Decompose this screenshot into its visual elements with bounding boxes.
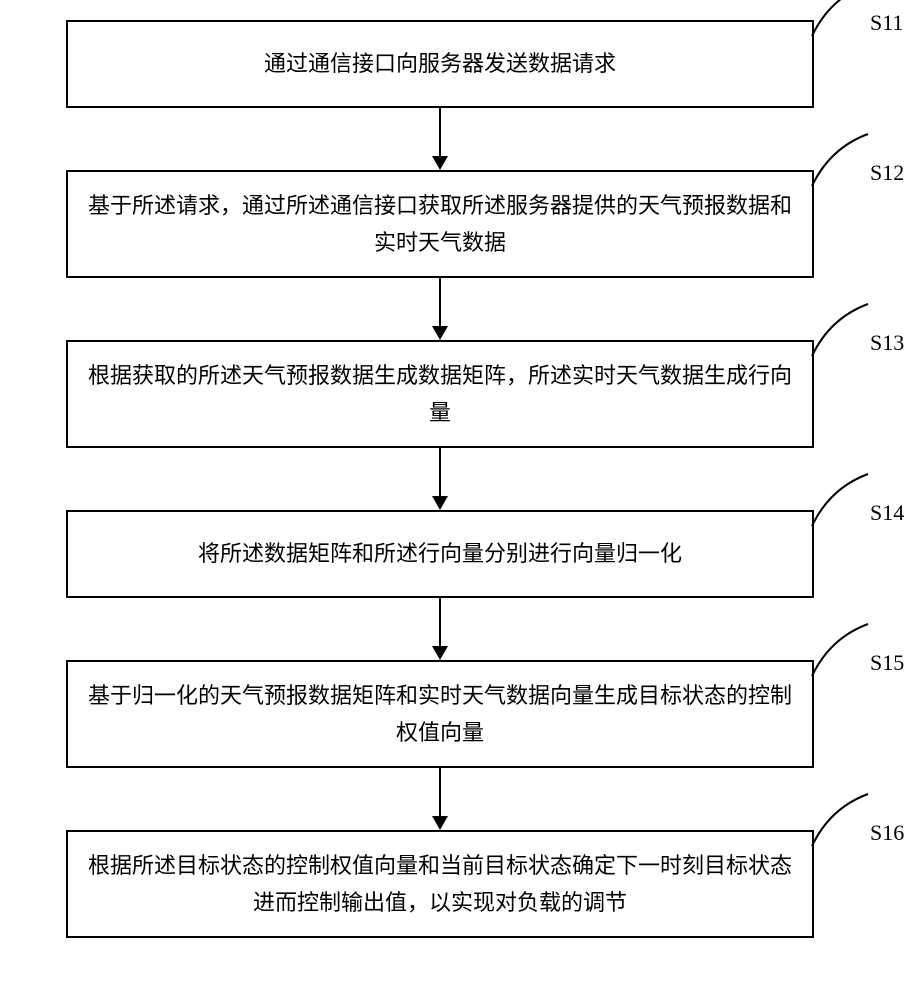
flow-connector [439,108,441,156]
flow-step-text: 根据所述目标状态的控制权值向量和当前目标状态确定下一时刻目标状态进而控制输出值，… [88,847,792,922]
flow-step-text: 根据获取的所述天气预报数据生成数据矩阵，所述实时天气数据生成行向量 [88,357,792,432]
flow-step-label: S13 [870,330,904,356]
flow-step-label: S16 [870,820,904,846]
flow-step-box: 将所述数据矩阵和所述行向量分别进行向量归一化 [66,510,814,598]
flow-step-text: 基于所述请求，通过所述通信接口获取所述服务器提供的天气预报数据和实时天气数据 [88,187,792,262]
flow-connector [439,598,441,646]
label-connector-curve [810,788,870,848]
flow-step-box: 基于归一化的天气预报数据矩阵和实时天气数据向量生成目标状态的控制权值向量 [66,660,814,768]
label-connector-curve [810,618,870,678]
flow-step-box: 基于所述请求，通过所述通信接口获取所述服务器提供的天气预报数据和实时天气数据 [66,170,814,278]
flow-step-label: S11 [870,10,903,36]
flow-step-box: 根据获取的所述天气预报数据生成数据矩阵，所述实时天气数据生成行向量 [66,340,814,448]
flow-step-label: S15 [870,650,904,676]
arrow-down-icon [432,646,448,660]
flow-step-label: S12 [870,160,904,186]
flow-step-label: S14 [870,500,904,526]
flow-step-box: 通过通信接口向服务器发送数据请求 [66,20,814,108]
arrow-down-icon [432,326,448,340]
label-connector-curve [810,0,870,38]
flow-connector [439,768,441,816]
flow-step-text: 将所述数据矩阵和所述行向量分别进行向量归一化 [198,535,682,572]
label-connector-curve [810,468,870,528]
label-connector-curve [810,298,870,358]
arrow-down-icon [432,496,448,510]
arrow-down-icon [432,156,448,170]
flow-step-text: 通过通信接口向服务器发送数据请求 [264,45,616,82]
flow-step-box: 根据所述目标状态的控制权值向量和当前目标状态确定下一时刻目标状态进而控制输出值，… [66,830,814,938]
flow-step-text: 基于归一化的天气预报数据矩阵和实时天气数据向量生成目标状态的控制权值向量 [88,677,792,752]
flow-connector [439,278,441,326]
arrow-down-icon [432,816,448,830]
label-connector-curve [810,128,870,188]
flow-connector [439,448,441,496]
